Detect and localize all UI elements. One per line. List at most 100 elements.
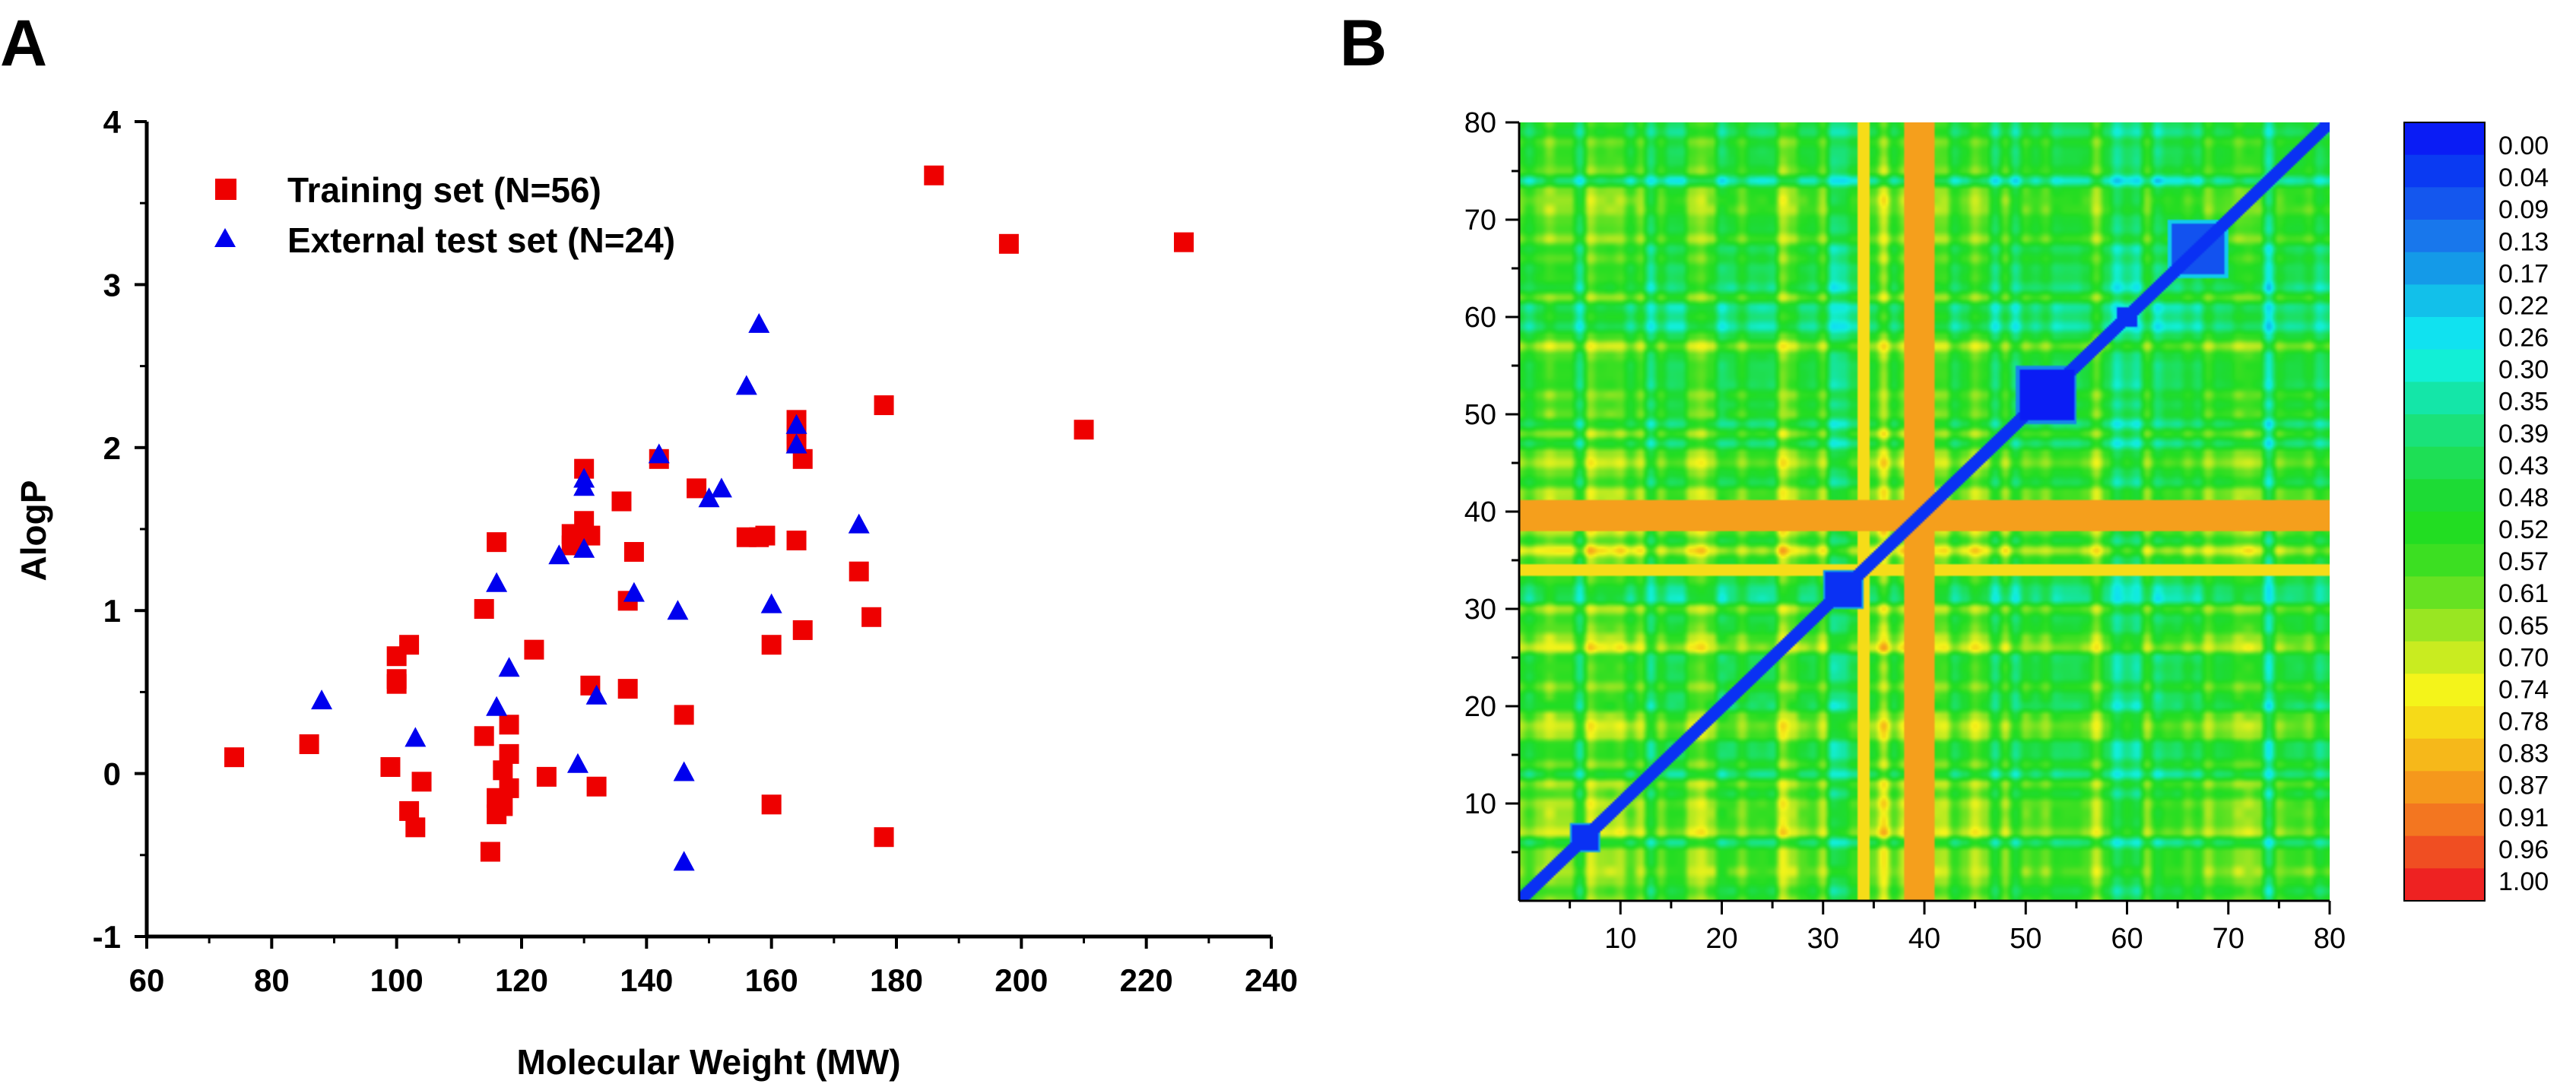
colorbar-swatch	[2404, 576, 2485, 610]
heatmap-y-tick-label: 60	[1464, 302, 1496, 334]
x-tick-label: 60	[129, 962, 165, 998]
heatmap-x-tick-label: 10	[1604, 923, 1636, 955]
test-point	[623, 582, 645, 602]
colorbar-swatch	[2404, 512, 2485, 545]
heatmap-y-tick-label: 40	[1464, 496, 1496, 528]
heatmap-y-tick-label: 20	[1464, 691, 1496, 723]
colorbar-swatch	[2404, 609, 2485, 642]
heatmap-image	[1519, 122, 2330, 901]
test-point	[585, 684, 608, 705]
training-point	[405, 817, 426, 838]
x-tick-label: 200	[995, 962, 1048, 998]
test-point	[848, 513, 870, 534]
training-point	[755, 525, 776, 546]
colorbar-swatch	[2404, 479, 2485, 512]
colorbar-swatch	[2404, 284, 2485, 318]
colorbar-swatch	[2404, 414, 2485, 448]
colorbar-label: 0.09	[2498, 195, 2549, 224]
training-point	[586, 776, 607, 797]
scatter-chart: 60 80 100 120 140 160 180 200 220 240 -1 0 1 2 3 4 Trai…	[14, 104, 1298, 1082]
heatmap-x-tick-label: 50	[2010, 923, 2041, 955]
training-point	[924, 165, 944, 185]
heatmap-y-tick-label: 10	[1464, 788, 1496, 820]
test-point	[760, 593, 782, 613]
y-tick-label: 0	[103, 756, 121, 792]
test-point	[573, 476, 595, 496]
test-point	[673, 851, 695, 871]
training-point	[786, 531, 807, 551]
test-point	[667, 600, 689, 620]
legend-label-test: External test set (N=24)	[287, 220, 675, 260]
colorbar-label: 0.39	[2498, 420, 2549, 448]
colorbar-label: 0.96	[2498, 835, 2549, 864]
legend-label-training: Training set (N=56)	[287, 170, 601, 210]
y-tick-label: -1	[93, 919, 121, 955]
x-tick-label: 180	[870, 962, 923, 998]
heatmap-x-tick-label: 80	[2314, 923, 2346, 955]
training-point	[849, 561, 869, 582]
training-point	[411, 772, 432, 792]
colorbar-swatch	[2404, 674, 2485, 707]
colorbar-label: 0.13	[2498, 227, 2549, 256]
colorbar-swatch	[2404, 641, 2485, 674]
training-point	[792, 620, 813, 640]
test-point	[573, 537, 595, 558]
colorbar-swatch	[2404, 252, 2485, 285]
x-tick-label: 80	[254, 962, 290, 998]
training-point	[474, 726, 494, 746]
colorbar-label: 0.22	[2498, 291, 2549, 320]
colorbar-label: 1.00	[2498, 867, 2549, 896]
heatmap-y-tick-label: 80	[1464, 107, 1496, 139]
colorbar-frame	[2403, 122, 2486, 902]
colorbar-label: 0.74	[2498, 675, 2549, 704]
panel-letter-a: A	[0, 7, 47, 80]
y-axis-title: AlogP	[14, 480, 53, 582]
test-point	[710, 477, 732, 498]
test-point	[498, 657, 520, 677]
colorbar-swatch	[2404, 154, 2485, 188]
colorbar-label: 0.35	[2498, 388, 2549, 417]
colorbar-label: 0.70	[2498, 643, 2549, 672]
heatmap-chart: 10 20 30 40 50 60 70 80 10 20 30 40 50 60 70 80 0.00 0.0…	[1464, 107, 2549, 955]
colorbar-swatch	[2404, 803, 2485, 837]
training-point	[386, 669, 407, 689]
colorbar-label: 0.48	[2498, 483, 2549, 512]
test-point	[548, 544, 570, 565]
test-point	[404, 727, 427, 747]
training-point	[299, 734, 319, 755]
colorbar-label: 0.43	[2498, 452, 2549, 480]
colorbar-swatch	[2404, 382, 2485, 415]
heatmap-x-tick-label: 20	[1705, 923, 1737, 955]
colorbar-swatch	[2404, 349, 2485, 382]
colorbar-label: 0.30	[2498, 356, 2549, 385]
training-point	[687, 478, 707, 499]
heatmap-x-tick-label: 40	[1908, 923, 1940, 955]
colorbar	[2404, 122, 2485, 902]
colorbar-swatch	[2404, 544, 2485, 577]
x-tick-label: 240	[1245, 962, 1298, 998]
colorbar-label: 0.91	[2498, 803, 2549, 832]
colorbar-swatch	[2404, 771, 2485, 804]
x-tick-label: 120	[495, 962, 548, 998]
training-point	[487, 532, 507, 553]
x-tick-label: 220	[1120, 962, 1173, 998]
test-point	[698, 487, 720, 508]
colorbar-swatch	[2404, 868, 2485, 902]
x-tick-label: 100	[370, 962, 424, 998]
colorbar-label: 0.52	[2498, 515, 2549, 544]
training-point	[617, 679, 638, 699]
colorbar-swatch	[2404, 317, 2485, 350]
colorbar-label: 0.78	[2498, 708, 2549, 737]
panel-letter-b: B	[1340, 7, 1387, 80]
training-point	[380, 757, 401, 778]
colorbar-swatch	[2404, 738, 2485, 772]
test-point	[566, 753, 588, 773]
similarity-heatmap	[1519, 122, 2330, 901]
training-point	[623, 542, 644, 563]
training-point	[474, 599, 494, 620]
training-point	[611, 491, 632, 512]
training-point	[499, 778, 519, 798]
test-point	[486, 696, 508, 716]
test-point	[785, 414, 807, 434]
